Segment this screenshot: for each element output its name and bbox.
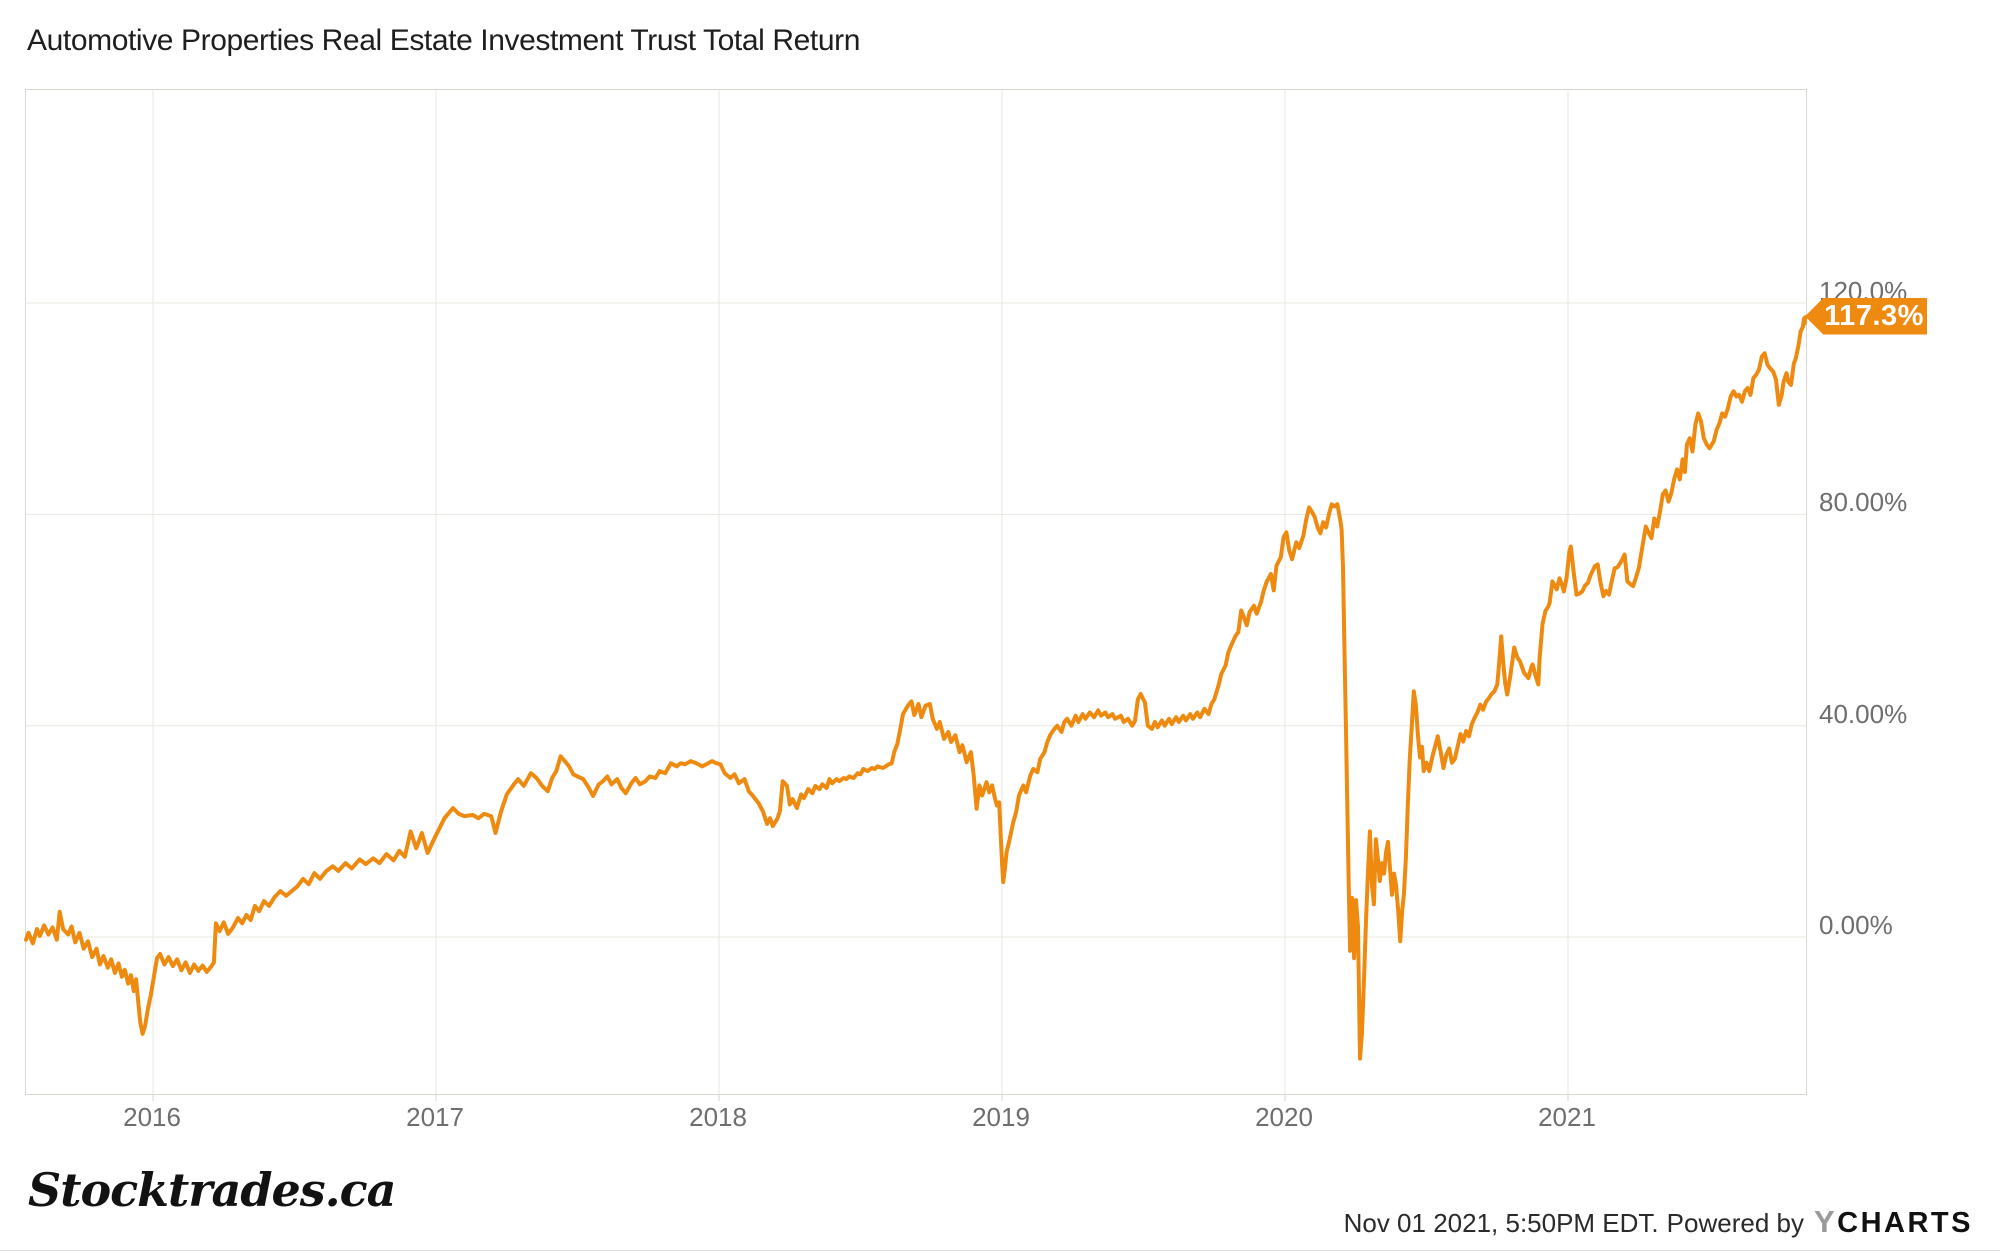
x-axis-label-2020: 2020 — [1255, 1102, 1313, 1132]
x-axis-label-2016: 2016 — [123, 1102, 181, 1132]
x-axis-label-2017: 2017 — [406, 1102, 464, 1132]
ycharts-logo: Y CHARTS — [1814, 1204, 1973, 1240]
total-return-chart[interactable] — [24, 90, 1808, 1101]
powered-by-text: Powered by — [1666, 1208, 1804, 1238]
last-value-text: 117.3% — [1824, 299, 1924, 332]
ycharts-y-icon: Y — [1813, 1204, 1838, 1239]
chart-title: Automotive Properties Real Estate Invest… — [27, 24, 860, 57]
y-axis-label-80: 80.00% — [1819, 487, 1908, 518]
last-value-badge: 117.3% — [1805, 297, 1927, 335]
x-axis-label-2019: 2019 — [972, 1102, 1030, 1132]
y-axis-label-40: 40.00% — [1819, 698, 1908, 729]
x-axis-label-2021: 2021 — [1538, 1102, 1596, 1132]
x-axis-label-2018: 2018 — [689, 1102, 747, 1132]
footer: Nov 01 2021, 5:50PM EDT. Powered by Y CH… — [1344, 1204, 1973, 1240]
ycharts-wordmark: CHARTS — [1837, 1207, 1973, 1239]
bottom-divider — [0, 1250, 2000, 1251]
y-axis-label-0: 0.00% — [1819, 910, 1893, 941]
footer-timestamp: Nov 01 2021, 5:50PM EDT. — [1343, 1208, 1659, 1238]
plot-area — [24, 89, 1808, 1101]
total-return-line — [24, 315, 1808, 1061]
stocktrades-logo: Stocktrades.ca — [28, 1163, 396, 1217]
